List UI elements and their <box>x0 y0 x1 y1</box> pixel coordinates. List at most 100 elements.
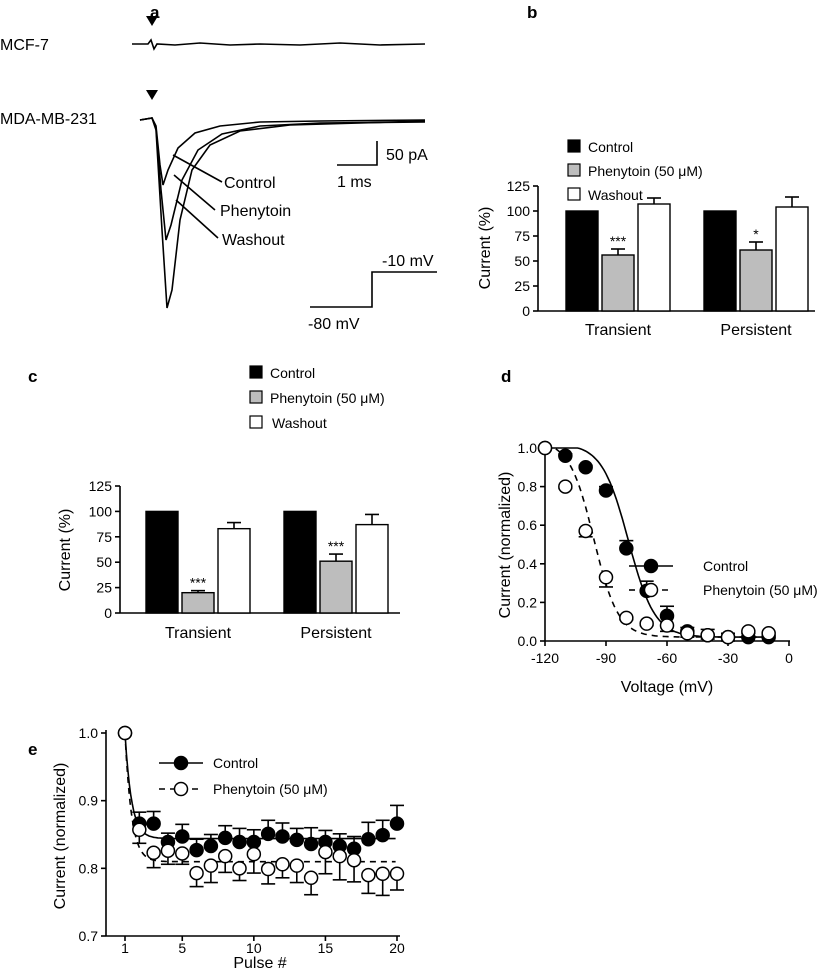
legend-swatch <box>249 415 263 429</box>
bar-chart-b: 0 25 50 75 100 125 Current (%) *** Transient * Per… <box>477 139 815 339</box>
legend-label: Control <box>588 139 633 155</box>
y-tick-label: 125 <box>89 478 113 494</box>
data-point-control <box>558 448 573 463</box>
data-point-phenytoin <box>189 865 204 881</box>
data-point-phenytoin <box>303 870 319 886</box>
data-point-control <box>598 483 614 498</box>
cell-line-mcf7: MCF-7 <box>0 37 49 54</box>
data-point-control <box>246 834 262 850</box>
legend-marker <box>643 558 659 574</box>
data-point-control <box>361 831 376 847</box>
legend-label: Phenytoin (50 μM) <box>588 163 703 179</box>
y-tick-label: 100 <box>507 203 531 219</box>
cell-line-mdamb231: MDA-MB-231 <box>0 111 97 128</box>
data-point-phenytoin <box>175 846 190 861</box>
data-point-phenytoin <box>389 866 405 881</box>
data-point-phenytoin <box>203 858 219 873</box>
data-point-phenytoin <box>289 858 305 873</box>
scale-time-label: 1 ms <box>337 174 372 191</box>
y-tick-label: 0.8 <box>79 860 99 876</box>
x-tick-label: 0 <box>785 650 793 666</box>
legend-label: Washout <box>272 415 327 431</box>
data-point-phenytoin <box>659 618 675 633</box>
data-point-control <box>217 830 233 846</box>
data-point-phenytoin <box>275 857 290 872</box>
data-point-control <box>389 816 405 831</box>
y-tick-label: 0.2 <box>518 594 538 610</box>
legend-label: Phenytoin (50 μM) <box>213 781 328 797</box>
trace-label-phenytoin: Phenytoin <box>220 203 291 220</box>
bar-phenytoin <box>181 591 215 614</box>
annotation-line-phenytoin <box>173 174 216 211</box>
scale-bar <box>337 141 378 166</box>
y-tick-label: 75 <box>514 228 530 244</box>
legend-label: Phenytoin (50 μM) <box>270 390 385 406</box>
y-axis-label: Current (normalized) <box>52 763 69 910</box>
data-point-phenytoin <box>132 822 147 838</box>
annotation-line-washout <box>175 199 219 239</box>
data-point-phenytoin <box>246 846 262 862</box>
data-point-phenytoin <box>680 626 695 641</box>
category-label: Transient <box>585 322 652 339</box>
panel-label-e: e <box>28 740 37 759</box>
y-tick-label: 1.0 <box>79 725 99 741</box>
scale-current-label: 50 pA <box>386 147 428 164</box>
x-tick-label: -120 <box>531 650 559 666</box>
data-point-control <box>375 827 390 843</box>
data-point-phenytoin <box>578 523 593 539</box>
protocol-high-label: -10 mV <box>382 253 434 270</box>
bar-control <box>703 210 737 312</box>
data-point-control <box>260 826 276 842</box>
data-point-phenytoin <box>375 866 390 881</box>
significance-label: *** <box>328 538 345 554</box>
y-tick-label: 100 <box>89 503 113 519</box>
y-tick-label: 1.0 <box>518 440 538 456</box>
category-label: Transient <box>165 625 232 642</box>
significance-label: *** <box>610 233 627 249</box>
data-point-control <box>619 541 634 556</box>
legend-swatch <box>249 365 263 379</box>
panel-label-d: d <box>501 367 511 386</box>
x-tick-label: -30 <box>718 650 738 666</box>
legend-label: Washout <box>588 187 643 203</box>
data-point-phenytoin <box>332 848 347 864</box>
x-tick-label: 20 <box>389 940 405 956</box>
y-tick-label: 0.7 <box>79 928 99 944</box>
legend-swatch <box>567 139 581 153</box>
y-tick-label: 25 <box>514 278 530 294</box>
legend-label: Control <box>213 755 258 771</box>
voltage-protocol <box>310 271 437 308</box>
legend-swatch <box>567 187 581 201</box>
x-axis-label: Pulse # <box>233 955 286 969</box>
legend-marker <box>173 781 189 797</box>
data-point-control <box>189 842 204 858</box>
category-label: Persistent <box>720 322 792 339</box>
bar-control <box>145 510 179 614</box>
data-point-phenytoin <box>720 629 736 645</box>
trace-label-control: Control <box>224 175 276 192</box>
protocol-low-label: -80 mV <box>308 316 360 333</box>
y-axis-label: Current (%) <box>57 509 74 592</box>
data-point-phenytoin <box>741 624 756 639</box>
data-point-phenytoin <box>700 627 715 643</box>
trace-control <box>139 117 426 186</box>
legend-label: Control <box>703 558 748 574</box>
trace-phenytoin <box>139 117 426 241</box>
data-point-phenytoin <box>117 725 133 741</box>
significance-label: * <box>753 226 759 242</box>
trace-washout <box>139 117 426 309</box>
legend-marker <box>173 755 189 771</box>
legend-label: Control <box>270 365 315 381</box>
y-tick-label: 0.4 <box>518 556 538 572</box>
data-point-control <box>289 832 305 848</box>
significance-label: *** <box>190 575 207 591</box>
panel-label-c: c <box>28 367 37 386</box>
category-label: Persistent <box>300 625 372 642</box>
x-tick-label: 5 <box>178 940 186 956</box>
y-tick-label: 0.9 <box>79 793 99 809</box>
data-point-control <box>175 829 190 844</box>
scatter-chart-d: 0.0 0.2 0.4 0.6 0.8 1.0 -120 -90 -60 -30 0 Voltage … <box>497 440 818 696</box>
data-point-phenytoin <box>217 848 233 864</box>
